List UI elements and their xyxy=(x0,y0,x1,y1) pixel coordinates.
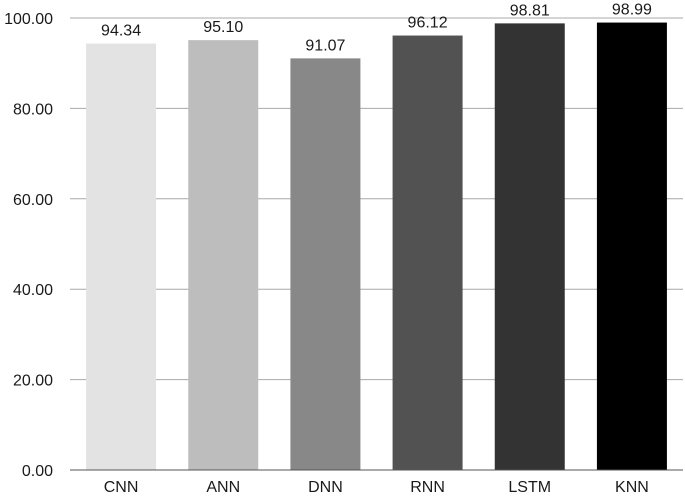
data-label: 96.12 xyxy=(408,15,448,32)
bar-ann xyxy=(188,40,259,470)
x-category-label: RNN xyxy=(410,479,445,496)
x-category-label: ANN xyxy=(206,479,240,496)
x-category-label: LSTM xyxy=(508,479,551,496)
bar-knn xyxy=(596,22,667,471)
x-category-label: KNN xyxy=(615,479,649,496)
y-tick-label: 100.00 xyxy=(4,11,53,28)
y-tick-label: 80.00 xyxy=(13,101,53,118)
x-category-label: DNN xyxy=(308,479,343,496)
data-label: 91.07 xyxy=(305,37,345,54)
bar-cnn xyxy=(86,43,157,471)
bars xyxy=(86,22,667,471)
y-axis-ticks: 0.00 20.00 40.00 60.00 80.00 100.00 xyxy=(4,11,53,480)
data-label: 95.10 xyxy=(203,19,243,36)
y-tick-label: 60.00 xyxy=(13,192,53,209)
data-labels: 94.34 95.10 91.07 96.12 98.81 98.99 xyxy=(101,2,652,55)
x-category-label: CNN xyxy=(104,479,139,496)
bar-rnn xyxy=(392,35,463,471)
y-tick-label: 0.00 xyxy=(22,463,53,480)
data-label: 98.81 xyxy=(510,2,550,19)
bar-dnn xyxy=(290,58,361,471)
data-label: 94.34 xyxy=(101,23,141,40)
y-tick-label: 20.00 xyxy=(13,373,53,390)
y-tick-label: 40.00 xyxy=(13,282,53,299)
bar-lstm xyxy=(494,23,565,471)
gridlines xyxy=(70,17,683,381)
data-label: 98.99 xyxy=(612,2,652,19)
x-axis-categories: CNN ANN DNN RNN LSTM KNN xyxy=(104,479,649,496)
